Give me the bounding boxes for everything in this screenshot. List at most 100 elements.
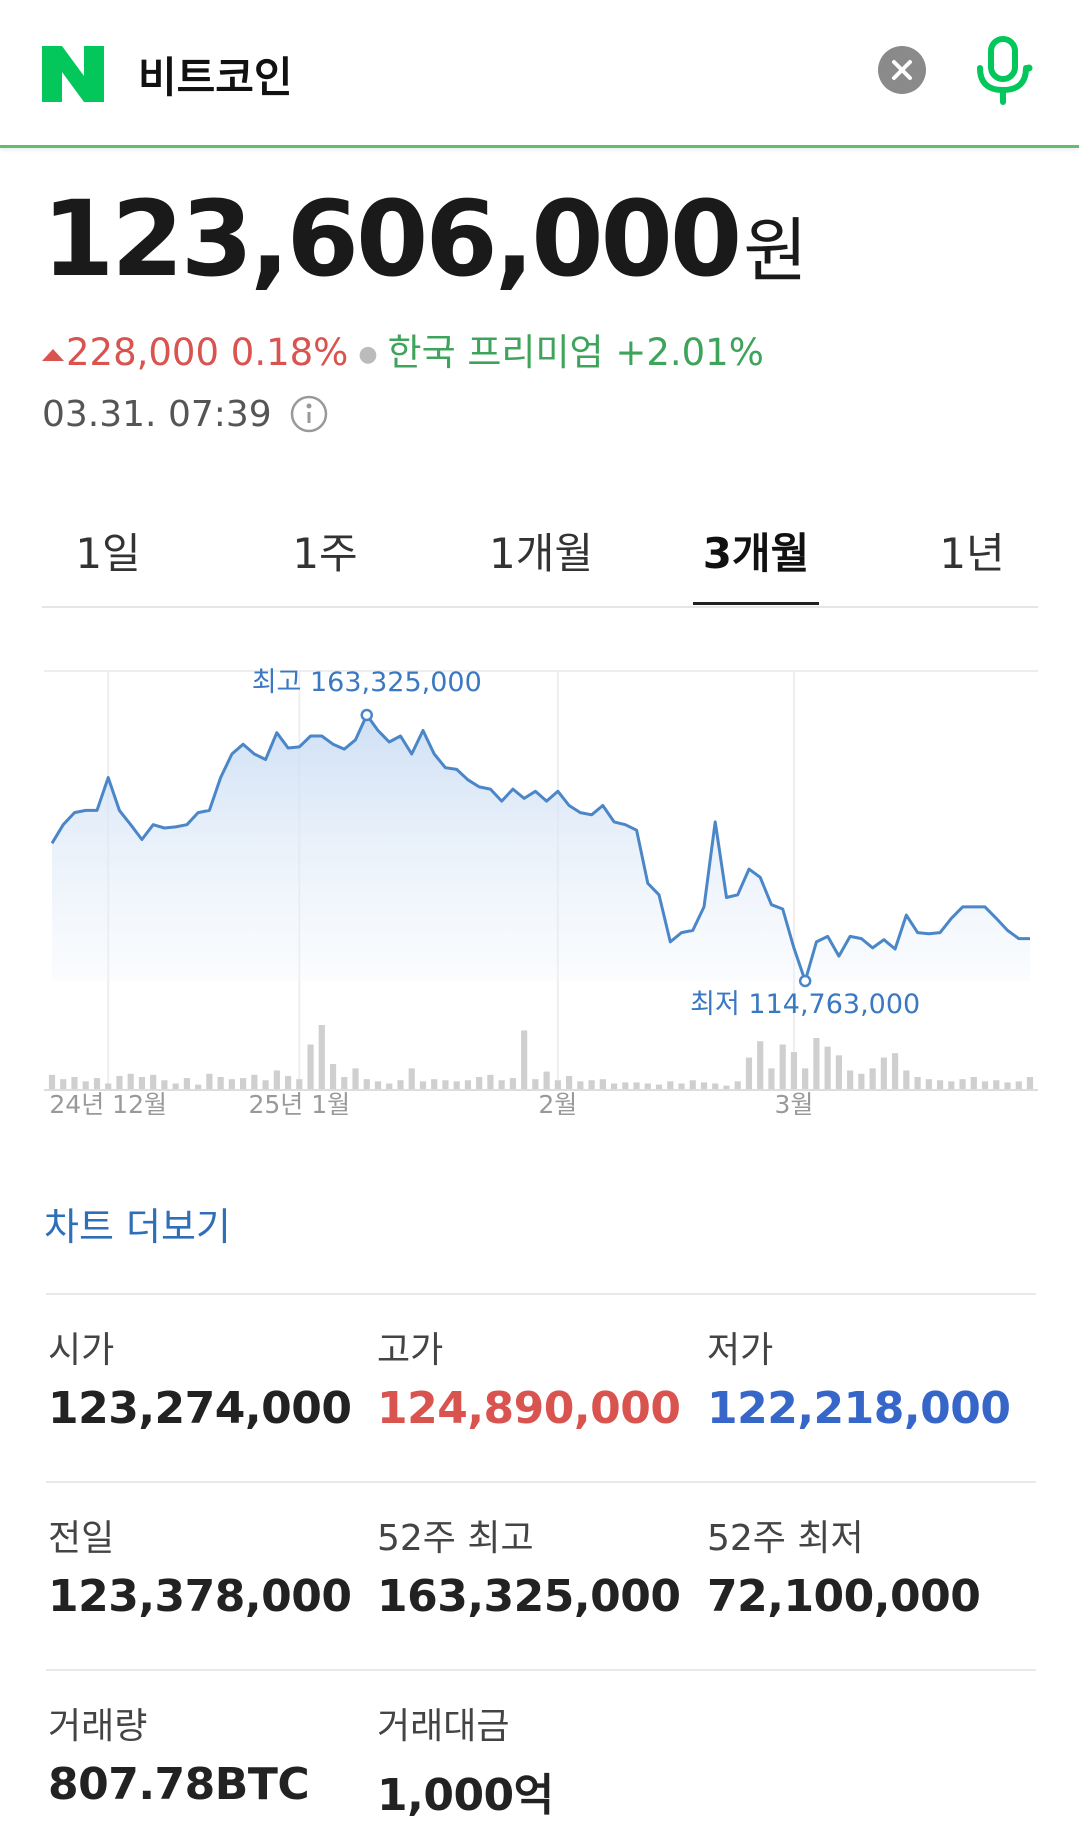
stat-label: 거래대금 [377, 1706, 510, 1747]
volume-bar [903, 1070, 910, 1090]
volume-bar [408, 1068, 415, 1090]
volume-bar [948, 1081, 955, 1090]
stat-value: 1,000억 [377, 1770, 554, 1821]
change-line: 228,000 0.18% ● 한국 프리미엄 +2.01% [42, 322, 764, 376]
volume-bar [476, 1077, 483, 1090]
period-tab[interactable]: 3개월 [702, 529, 810, 578]
active-tab-underline [693, 602, 819, 605]
volume-bar [532, 1079, 539, 1090]
volume-bar [802, 1068, 809, 1090]
volume-bar [116, 1075, 123, 1090]
stat-label: 저가 [707, 1330, 774, 1371]
period-tab[interactable]: 1일 [75, 529, 141, 578]
period-tab[interactable]: 1개월 [488, 529, 594, 578]
volume-bar [892, 1053, 899, 1090]
volume-bar [543, 1071, 550, 1090]
period-tab[interactable]: 1주 [292, 529, 358, 578]
volume-bar [622, 1082, 629, 1090]
stat-value: 123,378,000 [48, 1571, 352, 1622]
volume-bar [228, 1079, 235, 1090]
stat-value: 124,890,000 [377, 1383, 681, 1434]
premium-value: +2.01% [615, 331, 764, 374]
low-value: 114,763,000 [748, 989, 920, 1020]
volume-bar [341, 1077, 348, 1090]
info-icon[interactable] [289, 394, 329, 434]
volume-bar [251, 1074, 258, 1090]
stat-value: 72,100,000 [707, 1571, 981, 1622]
volume-bar [981, 1081, 989, 1090]
volume-bar [374, 1081, 382, 1090]
volume-bar [869, 1068, 876, 1090]
volume-bar [757, 1041, 764, 1090]
stat-value: 163,325,000 [377, 1571, 681, 1622]
change-percent: 0.18% [230, 331, 349, 374]
stat-label: 전일 [48, 1518, 115, 1559]
volume-bar [240, 1078, 247, 1090]
change-amount: 228,000 [66, 331, 220, 374]
volume-bar [667, 1081, 674, 1090]
separator: ● [358, 342, 378, 367]
volume-bar [813, 1038, 820, 1090]
volume-bar [509, 1078, 516, 1090]
volume-bar [329, 1064, 337, 1090]
volume-bar [93, 1078, 101, 1090]
price-value: 123,606,000 [42, 178, 742, 300]
tab-divider [42, 606, 1038, 608]
volume-bar [678, 1083, 685, 1090]
volume-bar [1004, 1082, 1011, 1090]
volume-bar [183, 1078, 190, 1090]
high-value: 163,325,000 [310, 667, 482, 698]
volume-bar [554, 1080, 561, 1090]
x-tick-label: 3월 [774, 1090, 813, 1119]
volume-bar [588, 1080, 595, 1090]
volume-bar [487, 1074, 494, 1090]
volume-bar [206, 1073, 213, 1090]
x-tick-label: 24년 12월 [49, 1090, 167, 1119]
volume-bar [745, 1057, 753, 1090]
volume-bar [284, 1075, 292, 1090]
volume-bar [847, 1070, 854, 1090]
volume-bar [352, 1068, 359, 1090]
volume-bar [734, 1081, 741, 1090]
low-annotation: 최저 114,763,000 [690, 989, 920, 1020]
low-marker [798, 974, 812, 988]
search-query[interactable]: 비트코인 [138, 53, 293, 102]
volume-bar [914, 1077, 921, 1090]
volume-bar [521, 1030, 528, 1090]
stats-separator [46, 1669, 1036, 1671]
premium-label: 한국 프리미엄 [387, 331, 604, 374]
volume-bar [790, 1052, 798, 1090]
clear-button[interactable] [878, 46, 926, 94]
volume-bar [453, 1081, 460, 1090]
period-tab[interactable]: 1년 [939, 529, 1005, 578]
naver-logo[interactable] [42, 46, 104, 102]
volume-bar [959, 1079, 966, 1090]
price-chart: 24년 12월 25년 1월 2월 3월 최고 163,325,000 최저 114,76… [44, 667, 1038, 1119]
volume-bar [273, 1070, 280, 1090]
volume-bar [419, 1081, 427, 1090]
volume-bar [105, 1083, 112, 1090]
volume-bar [993, 1080, 1000, 1090]
volume-bar [599, 1079, 606, 1090]
stat-value: 123,274,000 [48, 1383, 352, 1434]
volume-bar [779, 1044, 786, 1090]
stat-value: 807.78BTC [48, 1759, 310, 1810]
more-chart-link[interactable]: 차트 더보기 [44, 1205, 231, 1249]
volume-bar [498, 1080, 505, 1090]
volume-bar [644, 1083, 651, 1090]
volume-bar [48, 1074, 56, 1090]
stat-label: 52주 최고 [377, 1518, 534, 1559]
volume-bar [577, 1081, 584, 1090]
volume-bar [172, 1083, 179, 1090]
price-unit: 원 [743, 210, 808, 292]
volume-bar [768, 1068, 775, 1090]
stat-label: 시가 [48, 1330, 115, 1371]
volume-bar [936, 1080, 944, 1090]
volume-bar [700, 1082, 708, 1090]
voice-search[interactable] [972, 36, 1034, 106]
volume-bar [363, 1079, 370, 1090]
stat-label: 고가 [377, 1330, 444, 1371]
stats-separator [46, 1481, 1036, 1483]
x-tick-label: 25년 1월 [248, 1090, 350, 1119]
volume-bar [195, 1084, 202, 1090]
